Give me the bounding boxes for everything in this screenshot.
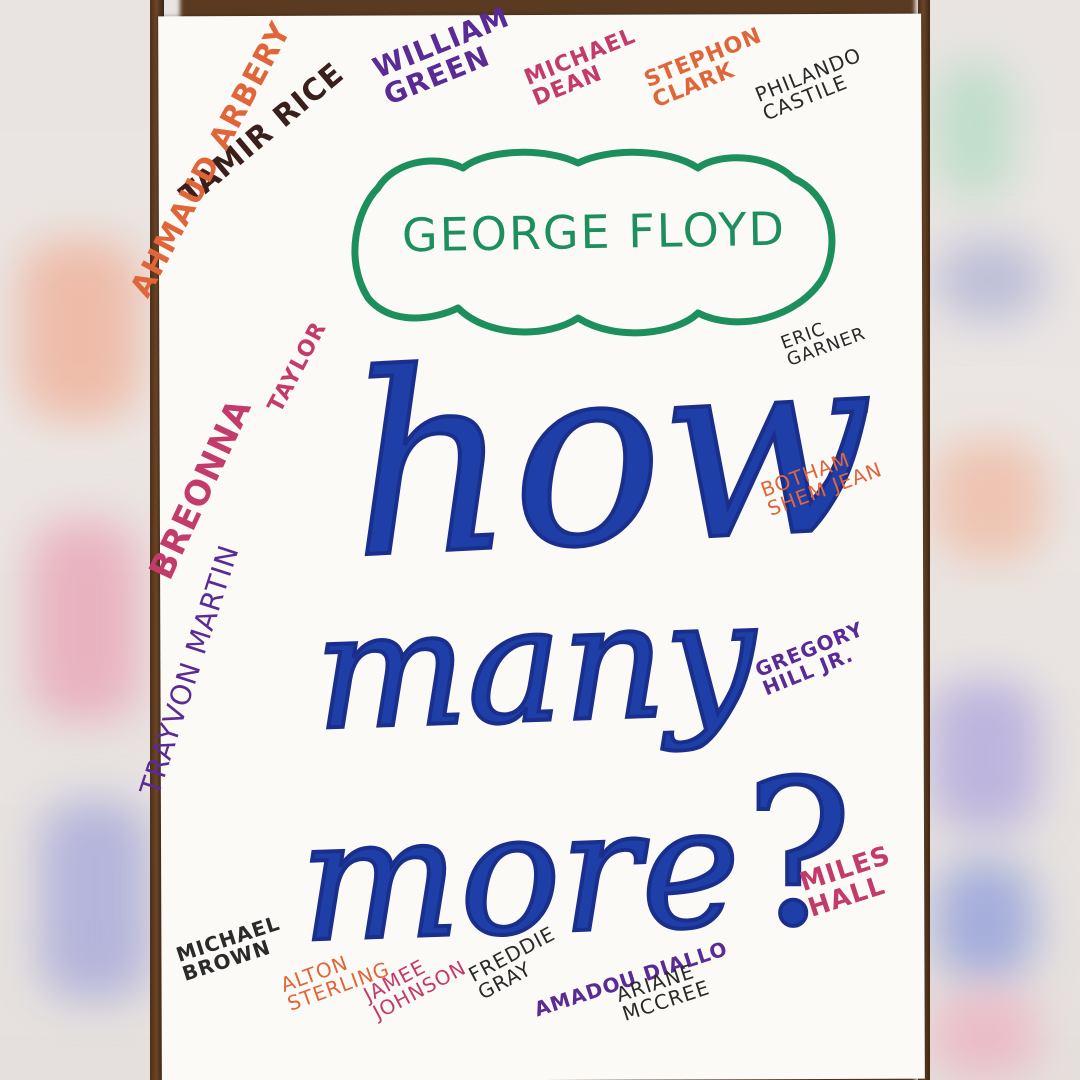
slogan-question-mark: ? [743, 738, 854, 971]
blurred-orange-blob-right [935, 440, 1045, 560]
cloud-outline [351, 148, 836, 337]
blurred-orange-blob [20, 240, 140, 420]
blurred-blue-blob [935, 860, 1035, 980]
blurred-pink-blob [30, 520, 140, 720]
blurred-purple-blob [40, 800, 150, 1000]
blurred-pink-blob-right [930, 990, 1040, 1080]
blurred-green-blob [935, 60, 1015, 200]
blurred-gray-blob [935, 240, 1045, 320]
slogan-many: many [310, 561, 761, 767]
center-name-george-floyd: GEORGE FLOYD [401, 201, 787, 263]
blurred-violet-blob [930, 680, 1040, 830]
